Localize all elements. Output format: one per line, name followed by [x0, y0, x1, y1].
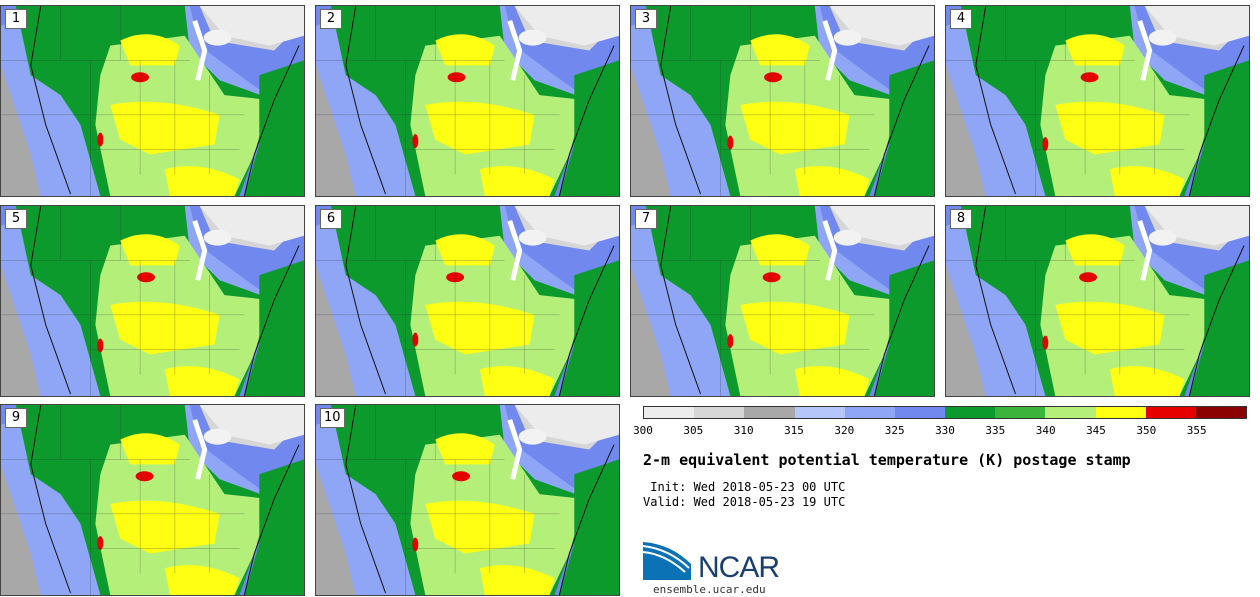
map-field [1, 405, 304, 595]
colorbar-tick-label: 325 [884, 424, 905, 437]
colorbar-swatch [744, 407, 795, 418]
colorbar-ticks: 300 305 310 315 320 325 330 335 340 345 350 355 [633, 424, 1247, 438]
member-number: 6 [320, 209, 342, 229]
colorbar-tick-label: 310 [733, 424, 754, 437]
colorbar-tick-label: 350 [1136, 424, 1157, 437]
member-number: 1 [5, 9, 27, 29]
colorbar-swatch [794, 407, 845, 418]
postage-stamp-3: 3 [630, 5, 935, 197]
colorbar-tick-label: 315 [784, 424, 804, 437]
postage-stamp-4: 4 [945, 5, 1250, 197]
member-number: 5 [5, 209, 27, 229]
ncar-logo-text: NCAR [698, 551, 780, 584]
member-number: 9 [5, 408, 27, 428]
map-field [1, 6, 304, 196]
colorbar-swatch [945, 407, 996, 418]
map-field [316, 206, 619, 396]
map-field [316, 6, 619, 196]
colorbar-tick-label: 330 [935, 424, 955, 437]
postage-stamp-2: 2 [315, 5, 620, 197]
init-time: Init: Wed 2018-05-23 00 UTC [643, 480, 846, 494]
member-number: 8 [950, 209, 972, 229]
ncar-logo-icon [643, 542, 691, 580]
colorbar-swatch [644, 407, 695, 418]
colorbar-tick-label: 300 [633, 424, 653, 437]
postage-stamp-7: 7 [630, 205, 935, 397]
colorbar-swatch [894, 407, 946, 418]
colorbar-tick-label: 305 [683, 424, 704, 437]
colorbar-tick-label: 355 [1186, 424, 1207, 437]
colorbar-tick-label: 335 [985, 424, 1006, 437]
postage-stamp-1: 1 [0, 5, 305, 197]
colorbar-tick-label: 320 [834, 424, 855, 437]
colorbar-swatch [1195, 407, 1247, 418]
postage-stamp-10: 10 [315, 404, 620, 596]
member-number: 7 [635, 209, 657, 229]
colorbar-swatch [844, 407, 895, 418]
valid-time: Valid: Wed 2018-05-23 19 UTC [643, 495, 846, 509]
website-url[interactable]: ensemble.ucar.edu [653, 583, 766, 596]
colorbar-swatch [1095, 407, 1146, 418]
colorbar [643, 406, 1247, 419]
member-number: 4 [950, 9, 972, 29]
colorbar-swatch [1045, 407, 1096, 418]
map-field [946, 6, 1249, 196]
postage-stamp-9: 9 [0, 404, 305, 596]
map-field [631, 206, 934, 396]
map-field [1, 206, 304, 396]
member-number: 3 [635, 9, 657, 29]
colorbar-swatch [1145, 407, 1196, 418]
map-field [316, 405, 619, 595]
map-field [946, 206, 1249, 396]
chart-title: 2-m equivalent potential temperature (K)… [643, 451, 1131, 469]
postage-stamp-6: 6 [315, 205, 620, 397]
postage-stamp-8: 8 [945, 205, 1250, 397]
colorbar-swatch [694, 407, 745, 418]
colorbar-swatch [995, 407, 1046, 418]
colorbar-tick-label: 345 [1086, 424, 1106, 437]
member-number: 10 [320, 408, 345, 428]
colorbar-tick-label: 340 [1035, 424, 1056, 437]
map-field [631, 6, 934, 196]
postage-stamp-5: 5 [0, 205, 305, 397]
member-number: 2 [320, 9, 342, 29]
